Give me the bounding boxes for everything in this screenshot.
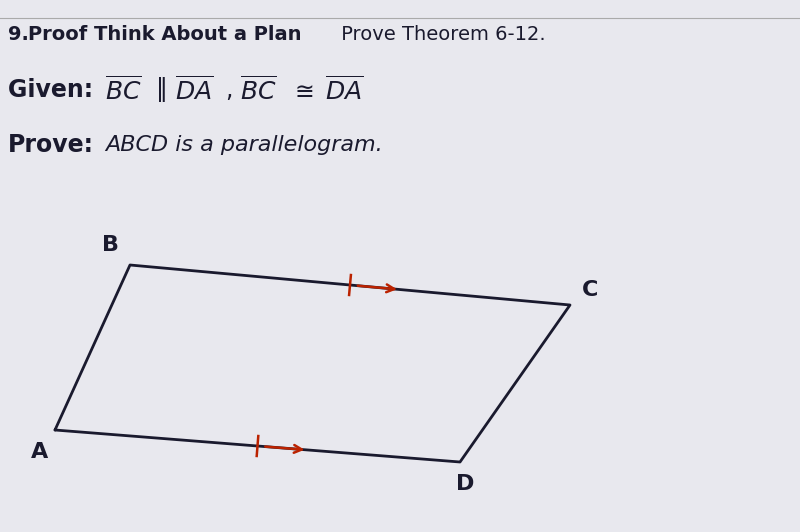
Text: $\overline{BC}$: $\overline{BC}$ bbox=[105, 76, 142, 104]
Text: ,: , bbox=[225, 78, 232, 102]
Text: $\overline{DA}$: $\overline{DA}$ bbox=[325, 76, 363, 104]
Text: Proof Think About a Plan: Proof Think About a Plan bbox=[28, 26, 302, 45]
Text: Prove Theorem 6-12.: Prove Theorem 6-12. bbox=[335, 26, 546, 45]
Text: $\|$: $\|$ bbox=[155, 76, 166, 104]
Text: 9.: 9. bbox=[8, 26, 36, 45]
Text: Given:: Given: bbox=[8, 78, 102, 102]
Text: Prove:: Prove: bbox=[8, 133, 94, 157]
Text: $\cong$: $\cong$ bbox=[290, 78, 314, 102]
Text: ABCD is a parallelogram.: ABCD is a parallelogram. bbox=[105, 135, 382, 155]
Text: $\overline{DA}$: $\overline{DA}$ bbox=[175, 76, 214, 104]
Text: $\overline{BC}$: $\overline{BC}$ bbox=[240, 76, 277, 104]
Text: C: C bbox=[582, 280, 598, 300]
Text: B: B bbox=[102, 235, 118, 255]
Text: D: D bbox=[456, 474, 474, 494]
Text: A: A bbox=[31, 442, 49, 462]
